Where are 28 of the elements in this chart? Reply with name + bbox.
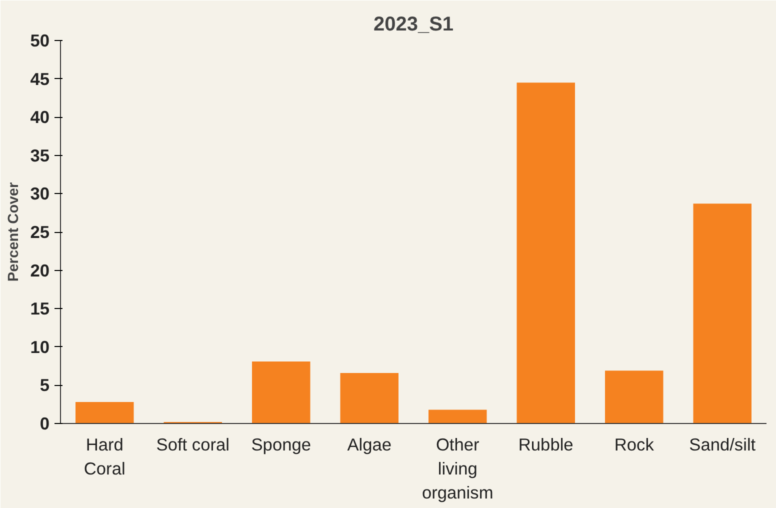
y-tick-label: 40: [30, 107, 50, 128]
x-tick-label: Other living organism: [422, 434, 494, 502]
y-tick-label: 5: [40, 375, 50, 396]
y-tick-label: 10: [30, 336, 50, 357]
x-tick-label: Sand/silt: [689, 434, 756, 454]
x-tick-label: Sponge: [251, 434, 312, 454]
bar: [76, 402, 134, 424]
bar: [693, 204, 752, 424]
y-tick-label: 30: [30, 184, 50, 204]
y-tick-label: 35: [30, 145, 50, 166]
x-tick-label: Rock: [614, 434, 654, 454]
y-tick-label: 50: [30, 30, 50, 50]
y-tick-label: 0: [40, 414, 50, 434]
y-tick-label: 20: [30, 260, 50, 280]
bar: [340, 372, 398, 424]
x-tick-label: Soft coral: [156, 434, 230, 454]
y-tick-label: 45: [30, 68, 50, 89]
bar: [605, 370, 664, 424]
bar: [516, 82, 575, 424]
y-tick-label: 15: [30, 298, 50, 319]
y-tick-label: 25: [30, 222, 50, 242]
x-tick-label: Rubble: [518, 434, 574, 454]
bar: [252, 361, 310, 424]
y-axis-title: Percent Cover: [6, 182, 22, 282]
x-tick-label: Hard Coral: [84, 434, 126, 478]
bar: [428, 410, 487, 424]
chart-title: 2023_S1: [373, 14, 454, 36]
x-tick-label: Algae: [347, 434, 392, 454]
